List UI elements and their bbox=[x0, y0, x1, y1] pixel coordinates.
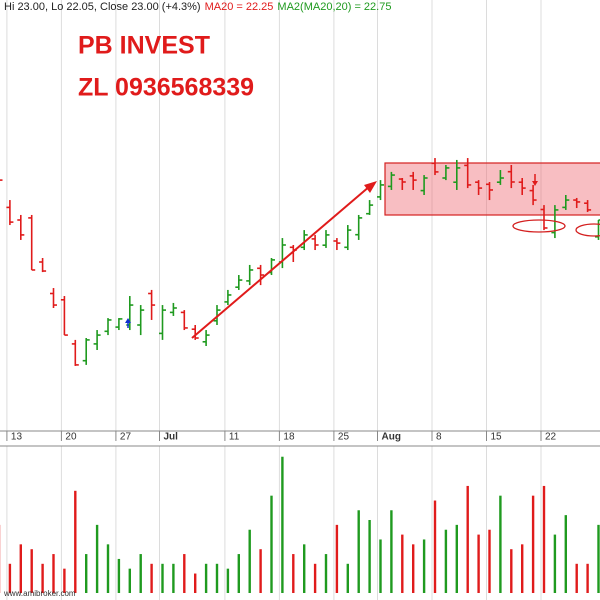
volume-bar bbox=[194, 573, 197, 593]
trend-arrow bbox=[191, 185, 371, 339]
sell-signal bbox=[532, 174, 538, 186]
volume-bar bbox=[8, 563, 12, 593]
trend-arrow-head bbox=[364, 181, 377, 193]
volume-bar bbox=[324, 554, 328, 593]
volume-bar bbox=[390, 510, 393, 593]
volume-bar bbox=[226, 568, 230, 593]
highlight-ellipse bbox=[512, 219, 566, 233]
x-tick-label: Aug bbox=[382, 432, 401, 443]
volume-bar bbox=[95, 524, 99, 593]
volume-bar bbox=[85, 554, 88, 593]
volume-bar bbox=[564, 515, 567, 593]
footer: www.amibroker.com bbox=[3, 589, 76, 598]
volume-bar bbox=[357, 510, 360, 593]
x-tick-label: 20 bbox=[65, 432, 77, 443]
volume-bar bbox=[488, 529, 491, 593]
volume-bar bbox=[74, 490, 77, 593]
buy-signal bbox=[125, 318, 131, 328]
volume-bar bbox=[150, 563, 153, 593]
volume-bar bbox=[335, 524, 339, 593]
volume-bar bbox=[204, 563, 208, 593]
volume-bar bbox=[161, 563, 164, 593]
volume-bars bbox=[0, 456, 600, 593]
volume-bar bbox=[292, 554, 295, 593]
resistance-box bbox=[384, 162, 600, 216]
price-bars bbox=[0, 158, 600, 366]
volume-bar bbox=[346, 563, 349, 593]
volume-bar bbox=[52, 554, 55, 593]
volume-bar bbox=[215, 563, 219, 593]
volume-bar bbox=[248, 529, 251, 593]
ma-label: MA20 = 22.25 bbox=[205, 1, 274, 13]
x-tick-label: 8 bbox=[436, 432, 442, 443]
volume-bar bbox=[139, 554, 142, 593]
x-tick-label: 11 bbox=[229, 432, 240, 443]
x-tick-label: 18 bbox=[283, 432, 295, 443]
volume-bar bbox=[422, 539, 426, 593]
volume-bar bbox=[30, 549, 33, 593]
volume-bar bbox=[19, 544, 22, 593]
volume-bar bbox=[183, 554, 186, 593]
volume-bar bbox=[444, 529, 448, 593]
volume-bar bbox=[63, 568, 66, 593]
volume-bar bbox=[128, 568, 131, 593]
volume-bar bbox=[499, 495, 502, 593]
volume-bar bbox=[281, 456, 284, 593]
volume-bar bbox=[368, 520, 371, 593]
volume-bar bbox=[542, 485, 546, 593]
volume-bar bbox=[586, 563, 589, 593]
volume-bar bbox=[237, 554, 240, 593]
x-tick-label: 22 bbox=[545, 432, 557, 443]
volume-bar bbox=[521, 544, 524, 593]
volume-bar bbox=[412, 544, 415, 593]
x-axis-labels: 13 20 27 Jul 11 18 25 Aug 8 15 22 bbox=[6, 431, 557, 443]
x-tick-label: 25 bbox=[338, 432, 350, 443]
volume-bar bbox=[531, 495, 535, 593]
volume-bar bbox=[466, 485, 469, 593]
volume-bar bbox=[379, 539, 382, 593]
volume-bar bbox=[575, 563, 578, 593]
ma2-label: MA2(MA20,20) = 22.75 bbox=[277, 1, 391, 13]
x-tick-label: Jul bbox=[164, 432, 179, 443]
volume-bar bbox=[313, 563, 317, 593]
grid bbox=[6, 0, 542, 600]
volume-bar bbox=[106, 544, 110, 593]
volume-bar bbox=[553, 534, 557, 593]
volume-bar bbox=[433, 500, 437, 593]
x-tick-label: 13 bbox=[11, 432, 23, 443]
highlight-ellipse bbox=[575, 223, 600, 237]
volume-bar bbox=[117, 558, 121, 593]
volume-bar bbox=[172, 563, 175, 593]
volume-bar bbox=[303, 544, 306, 593]
volume-bar bbox=[510, 549, 513, 593]
volume-bar bbox=[41, 563, 44, 593]
watermark: PB INVEST bbox=[78, 32, 210, 60]
watermark: ZL 0936568339 bbox=[78, 74, 254, 102]
volume-bar bbox=[270, 495, 273, 593]
volume-bar bbox=[259, 549, 262, 593]
volume-bar bbox=[455, 524, 458, 593]
volume-bar bbox=[401, 534, 404, 593]
x-tick-label: 15 bbox=[491, 432, 503, 443]
volume-bar bbox=[597, 524, 600, 593]
volume-bar bbox=[477, 534, 480, 593]
x-tick-label: 27 bbox=[120, 432, 132, 443]
header: Hi 23.00, Lo 22.05, Close 23.00 (+4.3%) bbox=[4, 1, 201, 13]
